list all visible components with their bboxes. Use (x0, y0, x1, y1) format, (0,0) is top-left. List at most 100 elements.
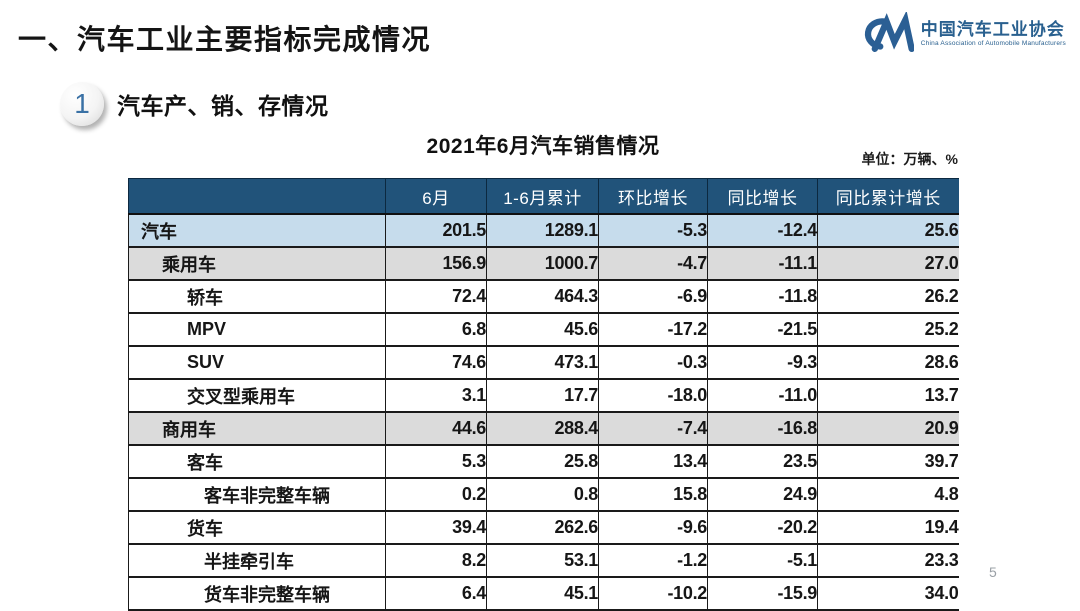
column-header-mom: 环比增长 (598, 178, 708, 215)
section-number-badge: 1 (60, 82, 104, 126)
row-value: 74.6 (385, 345, 487, 380)
row-value: 3.1 (385, 378, 487, 413)
sales-table-header: 6月 1-6月累计 环比增长 同比增长 同比累计增长 (128, 178, 959, 215)
row-value: 44.6 (385, 411, 487, 446)
row-value: -7.4 (598, 411, 708, 446)
table-title: 2021年6月汽车销售情况 (426, 135, 660, 158)
column-header-yoy: 同比增长 (707, 178, 818, 215)
row-value: 23.5 (707, 444, 818, 479)
row-label: SUV (128, 345, 386, 380)
row-value: -5.3 (598, 213, 708, 248)
unit-label: 单位：万辆、% (861, 151, 958, 167)
row-label: 半挂牵引车 (128, 543, 386, 578)
row-value: -18.0 (598, 378, 708, 413)
section-heading: 1 汽车产、销、存情况 (60, 82, 329, 126)
row-value: -20.2 (707, 510, 818, 545)
caam-name-cn: 中国汽车工业协会 (920, 20, 1065, 40)
page-number: 5 (989, 564, 997, 580)
row-label: 货车非完整车辆 (128, 576, 386, 611)
row-value: 25.8 (486, 444, 599, 479)
row-label: 轿车 (128, 279, 386, 314)
row-value: 23.3 (817, 543, 959, 578)
row-value: 28.6 (817, 345, 959, 380)
row-value: -11.1 (707, 246, 818, 281)
row-label: 客车非完整车辆 (128, 477, 386, 512)
row-value: 262.6 (486, 510, 599, 545)
row-value: -16.8 (707, 411, 818, 446)
row-value: 288.4 (486, 411, 599, 446)
sales-table: 6月 1-6月累计 环比增长 同比增长 同比累计增长 汽车 201.5 1289.1… (128, 178, 959, 611)
page-title: 一、汽车工业主要指标完成情况 (18, 24, 432, 55)
row-value: 1289.1 (486, 213, 599, 248)
table-row: SUV 74.6 473.1 -0.3 -9.3 28.6 (128, 345, 959, 380)
table-row: 商用车 44.6 288.4 -7.4 -16.8 20.9 (128, 411, 959, 446)
table-row: 货车 39.4 262.6 -9.6 -20.2 19.4 (128, 510, 959, 545)
row-value: -21.5 (707, 312, 818, 347)
section-label: 汽车产、销、存情况 (117, 93, 329, 119)
row-value: 1000.7 (486, 246, 599, 281)
table-row: 乘用车 156.9 1000.7 -4.7 -11.1 27.0 (128, 246, 959, 281)
row-value: 8.2 (385, 543, 487, 578)
row-value: -15.9 (707, 576, 818, 611)
row-label: 汽车 (128, 213, 386, 248)
row-value: 39.7 (817, 444, 959, 479)
row-value: 0.8 (486, 477, 599, 512)
row-value: 25.6 (817, 213, 959, 248)
row-value: 0.2 (385, 477, 487, 512)
table-row: 轿车 72.4 464.3 -6.9 -11.8 26.2 (128, 279, 959, 314)
caam-logo-text: 中国汽车工业协会 China Association of Automobile… (920, 20, 1066, 47)
sales-table-body: 汽车 201.5 1289.1 -5.3 -12.4 25.6 乘用车 156.9 1000.7… (128, 213, 959, 611)
row-value: -17.2 (598, 312, 708, 347)
row-value: 5.3 (385, 444, 487, 479)
row-label: 货车 (128, 510, 386, 545)
column-header-yoy-ytd: 同比累计增长 (817, 178, 959, 215)
row-label: MPV (128, 312, 386, 347)
row-value: 15.8 (598, 477, 708, 512)
column-header-ytd: 1-6月累计 (486, 178, 599, 215)
row-value: -12.4 (707, 213, 818, 248)
row-value: 19.4 (817, 510, 959, 545)
table-row: 交叉型乘用车 3.1 17.7 -18.0 -11.0 13.7 (128, 378, 959, 413)
caam-cm-icon (864, 12, 914, 53)
row-value: -6.9 (598, 279, 708, 314)
row-label: 商用车 (128, 411, 386, 446)
row-value: 45.1 (486, 576, 599, 611)
row-value: 13.4 (598, 444, 708, 479)
table-row: 货车非完整车辆 6.4 45.1 -10.2 -15.9 34.0 (128, 576, 959, 611)
row-value: 72.4 (385, 279, 487, 314)
caam-name-en: China Association of Automobile Manufact… (920, 39, 1066, 47)
row-value: -11.0 (707, 378, 818, 413)
row-value: 6.4 (385, 576, 487, 611)
row-value: -5.1 (707, 543, 818, 578)
row-value: -4.7 (598, 246, 708, 281)
row-value: 24.9 (707, 477, 818, 512)
row-value: 6.8 (385, 312, 487, 347)
row-label: 客车 (128, 444, 386, 479)
row-value: 53.1 (486, 543, 599, 578)
row-value: 156.9 (385, 246, 487, 281)
column-header-month: 6月 (385, 178, 487, 215)
row-value: 13.7 (817, 378, 959, 413)
row-value: -1.2 (598, 543, 708, 578)
row-value: 26.2 (817, 279, 959, 314)
table-row: MPV 6.8 45.6 -17.2 -21.5 25.2 (128, 312, 959, 347)
table-row: 客车非完整车辆 0.2 0.8 15.8 24.9 4.8 (128, 477, 959, 512)
table-row: 客车 5.3 25.8 13.4 23.5 39.7 (128, 444, 959, 479)
row-value: 201.5 (385, 213, 487, 248)
row-value: 25.2 (817, 312, 959, 347)
column-header-blank (128, 178, 386, 215)
row-value: 34.0 (817, 576, 959, 611)
row-value: 4.8 (817, 477, 959, 512)
row-value: 20.9 (817, 411, 959, 446)
row-value: 473.1 (486, 345, 599, 380)
table-row: 半挂牵引车 8.2 53.1 -1.2 -5.1 23.3 (128, 543, 959, 578)
row-value: 464.3 (486, 279, 599, 314)
row-label: 乘用车 (128, 246, 386, 281)
row-value: 27.0 (817, 246, 959, 281)
row-label: 交叉型乘用车 (128, 378, 386, 413)
row-value: 45.6 (486, 312, 599, 347)
row-value: -9.3 (707, 345, 818, 380)
caam-logo: 中国汽车工业协会 China Association of Automobile… (856, 12, 1066, 56)
header-row: 6月 1-6月累计 环比增长 同比增长 同比累计增长 (128, 178, 959, 215)
row-value: -9.6 (598, 510, 708, 545)
